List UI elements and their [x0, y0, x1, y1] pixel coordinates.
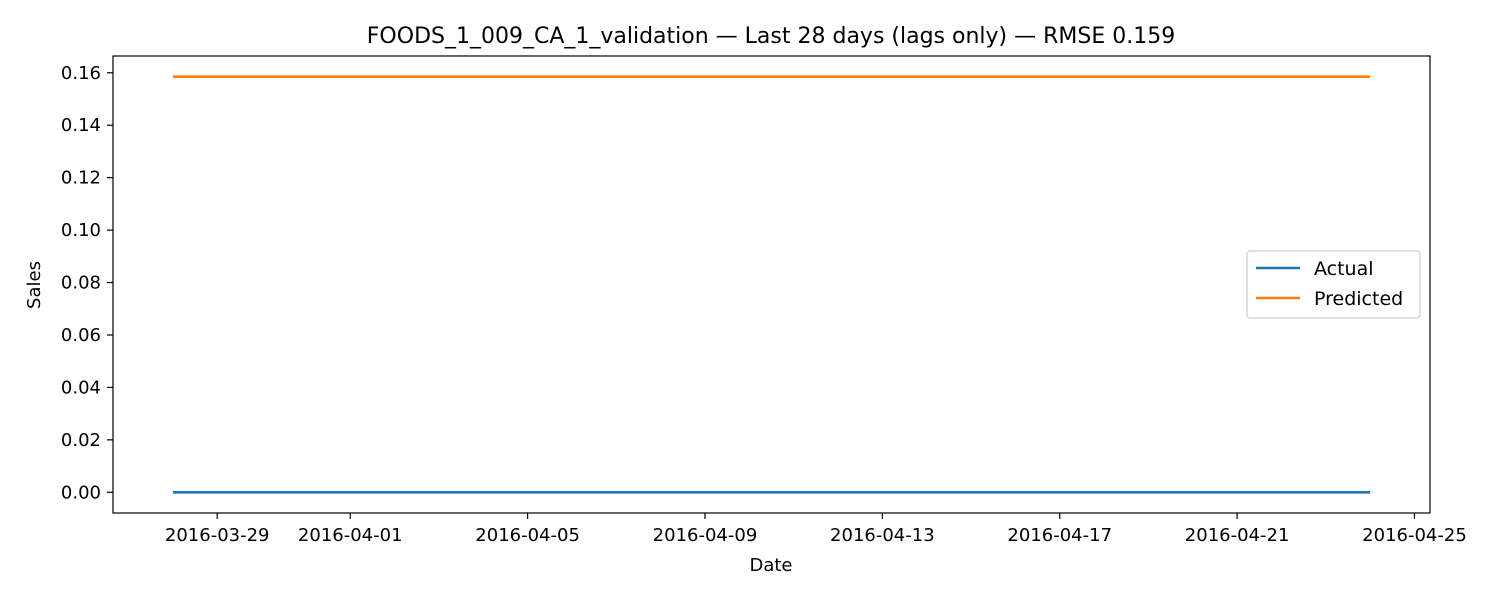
y-axis-label: Sales: [24, 261, 45, 309]
y-tick-label: 0.10: [61, 220, 101, 241]
legend-label-actual: Actual: [1314, 258, 1374, 280]
y-tick-label: 0.12: [61, 168, 101, 189]
x-tick-label: 2016-04-17: [1007, 525, 1112, 546]
y-tick-label: 0.08: [61, 273, 101, 294]
plot-frame: [112, 55, 1431, 514]
y-tick-label: 0.14: [61, 115, 101, 136]
x-axis-label: Date: [749, 555, 792, 576]
y-axis-ticks: 0.00 0.02 0.04 0.06 0.08 0.10 0.12 0.14 0.16: [61, 63, 113, 503]
y-tick-label: 0.00: [61, 482, 101, 503]
x-tick-label: 2016-04-25: [1362, 525, 1467, 546]
x-tick-label: 2016-04-01: [298, 525, 403, 546]
y-tick-label: 0.06: [61, 325, 101, 346]
x-tick-label: 2016-04-09: [653, 525, 758, 546]
plot-area: [113, 56, 1430, 513]
y-tick-label: 0.02: [61, 430, 101, 451]
x-tick-label: 2016-03-29: [165, 525, 270, 546]
legend-label-predicted: Predicted: [1314, 288, 1403, 310]
x-tick-label: 2016-04-13: [830, 525, 935, 546]
y-tick-label: 0.16: [61, 63, 101, 84]
y-tick-label: 0.04: [61, 377, 101, 398]
x-tick-label: 2016-04-05: [475, 525, 580, 546]
series-layer: [172, 75, 1371, 494]
x-axis-ticks: 2016-03-29 2016-04-01 2016-04-05 2016-04-09…: [165, 513, 1467, 546]
legend: Actual Predicted: [1246, 250, 1421, 319]
chart-title: FOODS_1_009_CA_1_validation — Last 28 da…: [367, 24, 1175, 49]
x-tick-label: 2016-04-21: [1185, 525, 1290, 546]
